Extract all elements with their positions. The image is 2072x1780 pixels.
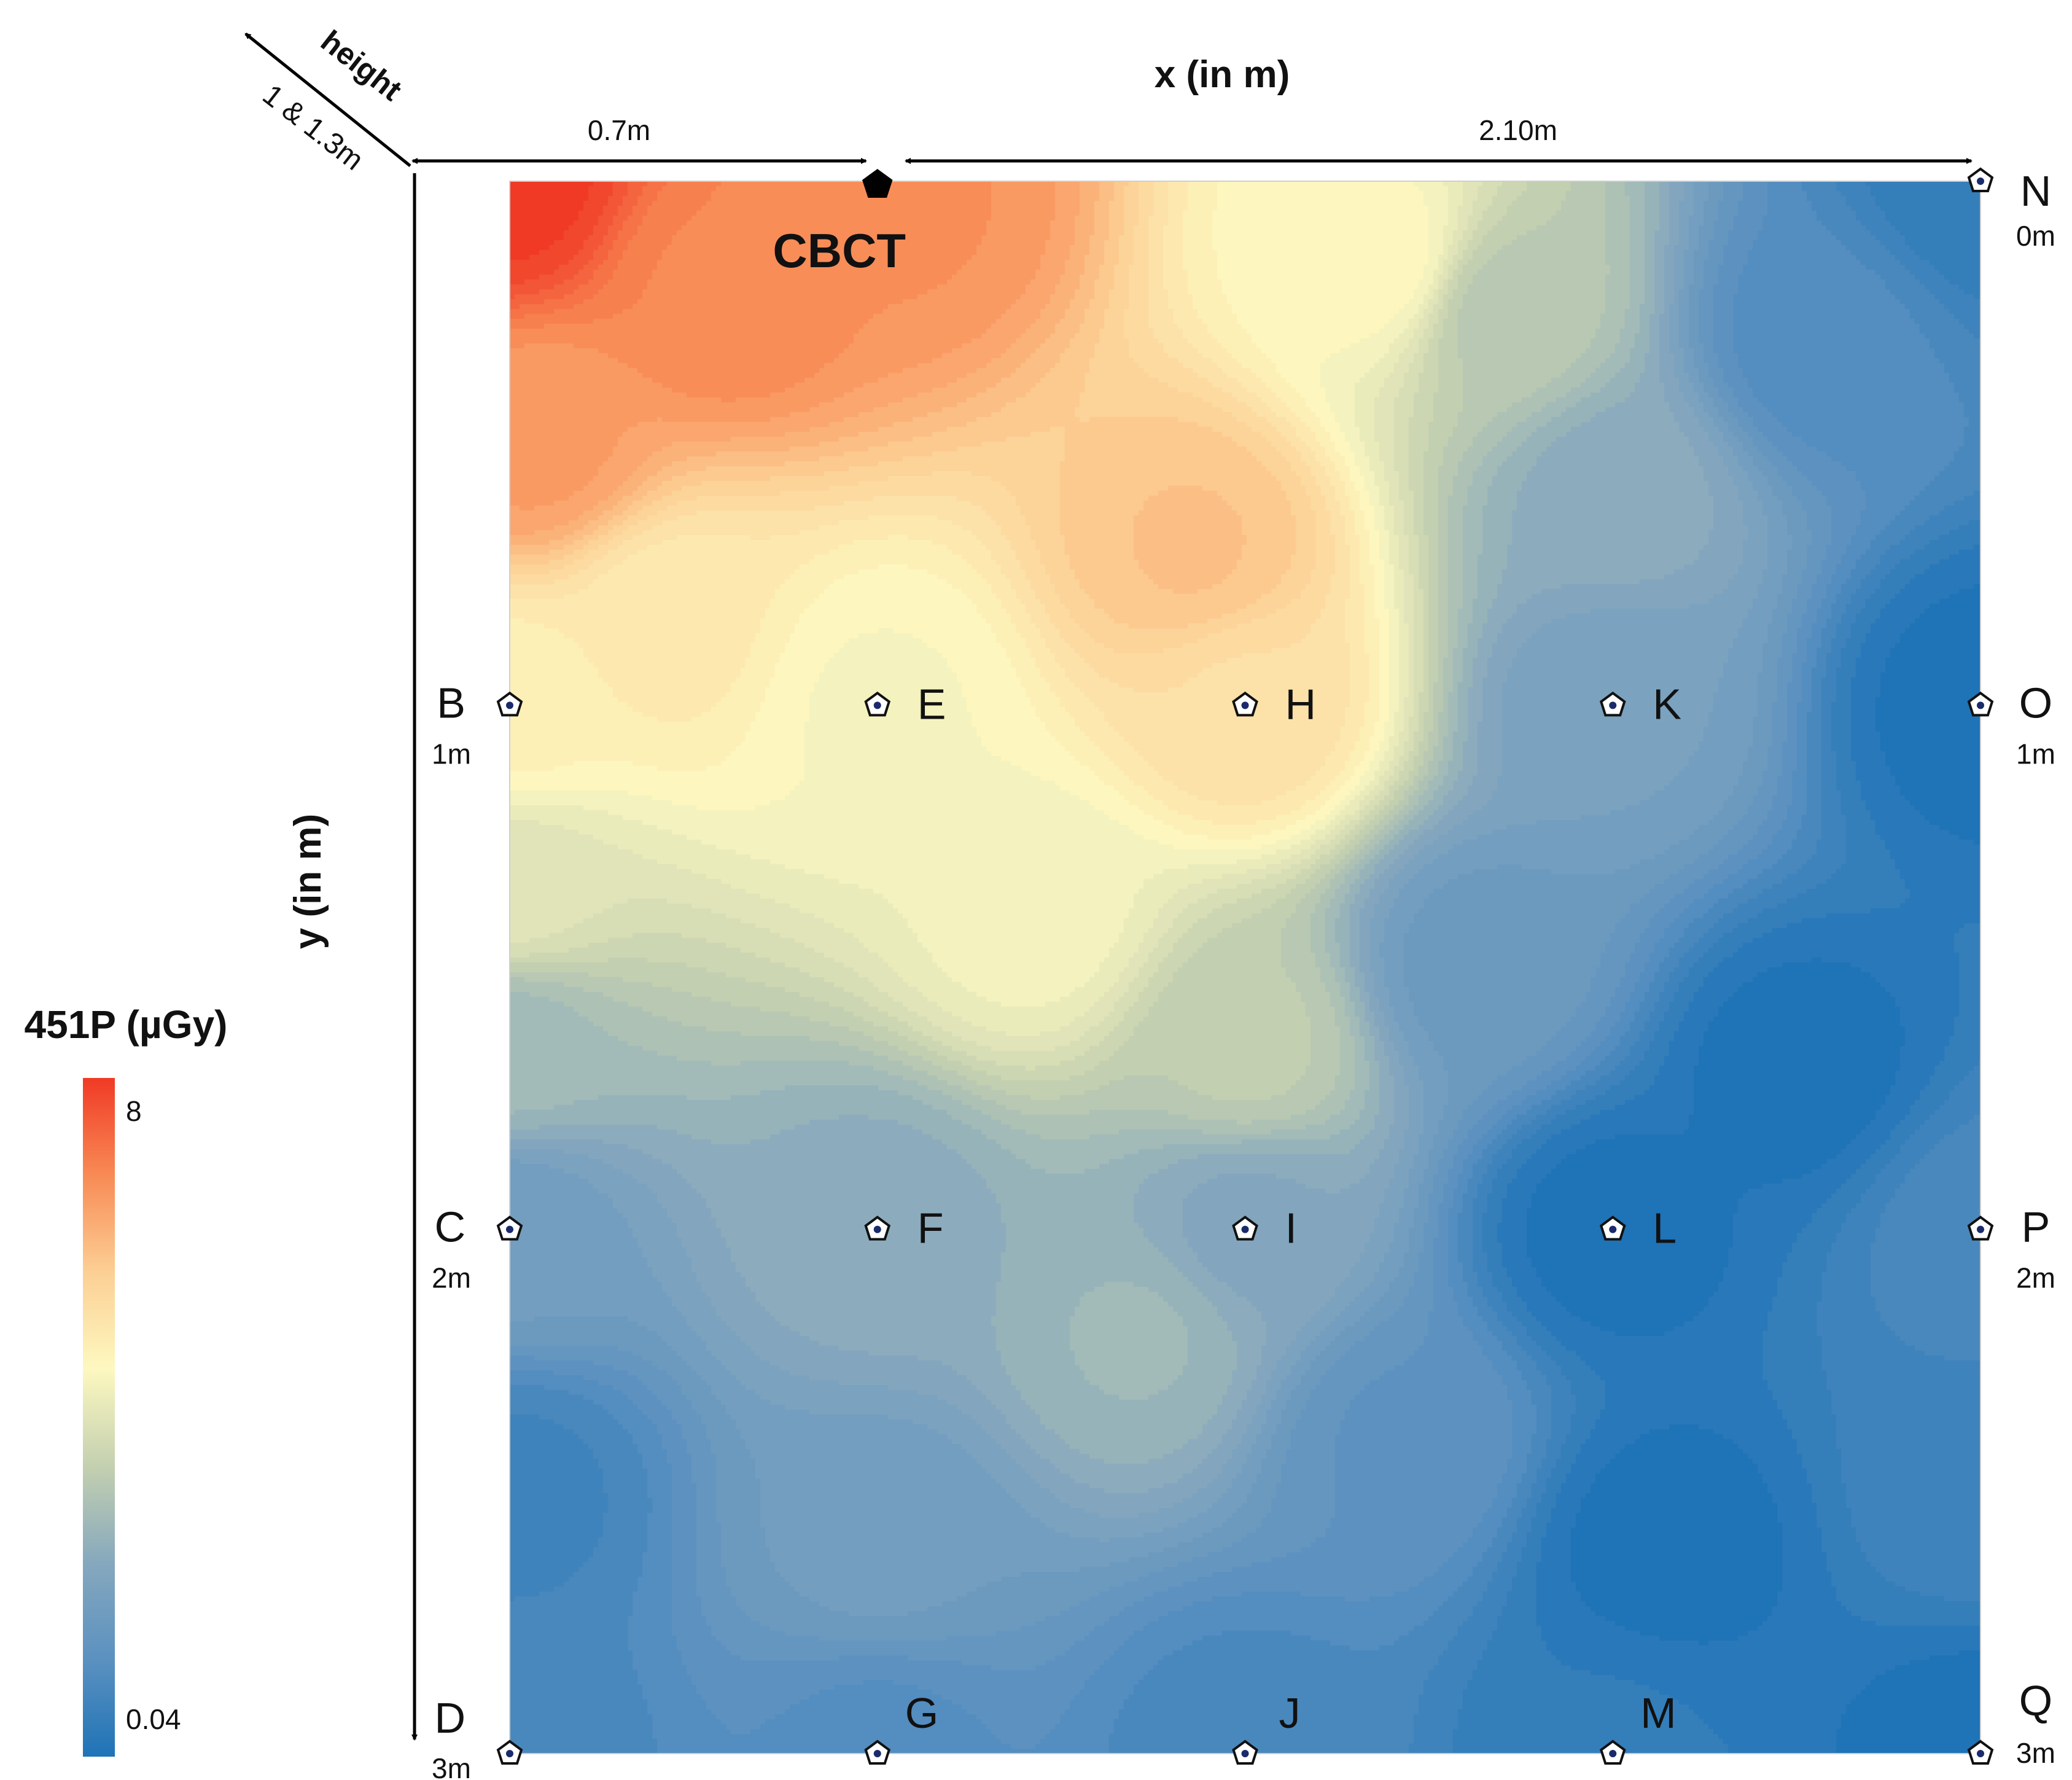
distance-label: 2m xyxy=(432,1262,471,1294)
point-label: D xyxy=(434,1694,465,1742)
colorbar-title: 451P (µGy) xyxy=(25,1002,228,1047)
distance-label: 3m xyxy=(432,1752,471,1780)
point-label: K xyxy=(1653,680,1681,728)
point-label: M xyxy=(1640,1689,1676,1737)
measurement-point-q: Q 3m xyxy=(1968,1677,2055,1769)
measurement-point-n: N 0m xyxy=(1968,167,2055,252)
measurement-point-g: G xyxy=(864,1689,938,1765)
point-label: J xyxy=(1279,1689,1301,1737)
measurement-point-f: F xyxy=(864,1204,944,1252)
point-label: O xyxy=(2019,679,2052,727)
measurement-point-d: D 3m xyxy=(432,1694,523,1780)
point-label: E xyxy=(917,680,946,728)
measurement-point-l: L xyxy=(1600,1204,1677,1252)
heatmap-field xyxy=(510,181,1980,1754)
measurement-point-b: B 1m xyxy=(432,679,523,770)
height-arrow xyxy=(244,33,411,167)
dim-label-left: 0.7m xyxy=(588,114,650,146)
height-label: height xyxy=(314,23,408,107)
measurement-point-o: O 1m xyxy=(1968,679,2055,770)
measurement-points: N 0m B 1m E H K O 1m C 2m F I L P 2m D 3m G J M Q 3m xyxy=(432,167,2055,1780)
measurement-point-p: P 2m xyxy=(1968,1203,2055,1294)
colorbar-max-label: 8 xyxy=(126,1095,142,1127)
point-label: G xyxy=(905,1689,938,1737)
measurement-point-m: M xyxy=(1600,1689,1677,1765)
point-label: N xyxy=(2020,167,2052,215)
distance-label: 2m xyxy=(2016,1262,2055,1294)
cbct-source: CBCT xyxy=(773,169,906,278)
heatmap-area xyxy=(509,181,1981,1754)
cbct-label: CBCT xyxy=(773,224,906,278)
point-label: I xyxy=(1285,1204,1297,1252)
distance-label: 1m xyxy=(2016,738,2055,770)
measurement-point-e: E xyxy=(864,680,946,728)
point-label: P xyxy=(2022,1203,2051,1251)
height-value: 1 & 1.3m xyxy=(257,79,370,177)
measurement-point-j: J xyxy=(1232,1689,1301,1765)
measurement-point-h: H xyxy=(1232,680,1317,728)
colorbar-scale xyxy=(83,1078,115,1757)
distance-label: 3m xyxy=(2016,1737,2055,1769)
measurement-point-k: K xyxy=(1600,680,1681,728)
distance-label: 1m xyxy=(432,738,471,770)
measurement-point-i: I xyxy=(1232,1204,1297,1252)
point-label: F xyxy=(917,1204,944,1252)
colorbar-min-label: 0.04 xyxy=(126,1703,181,1735)
y-axis-title: y (in m) xyxy=(287,814,329,949)
x-axis-title: x (in m) xyxy=(1155,53,1290,96)
point-marker-icon xyxy=(1968,168,1993,192)
point-label: B xyxy=(437,679,465,727)
point-label: C xyxy=(434,1203,465,1251)
measurement-point-c: C 2m xyxy=(432,1203,523,1294)
heatmap-field-container xyxy=(510,181,1980,1754)
dim-label-right: 2.10m xyxy=(1479,114,1557,146)
distance-label: 0m xyxy=(2016,220,2055,252)
colorbar: 451P (µGy) 8 0.04 xyxy=(25,1002,228,1757)
point-label: Q xyxy=(2019,1677,2052,1725)
point-label: L xyxy=(1653,1204,1677,1252)
point-label: H xyxy=(1285,680,1317,728)
cbct-source-marker xyxy=(862,169,893,198)
